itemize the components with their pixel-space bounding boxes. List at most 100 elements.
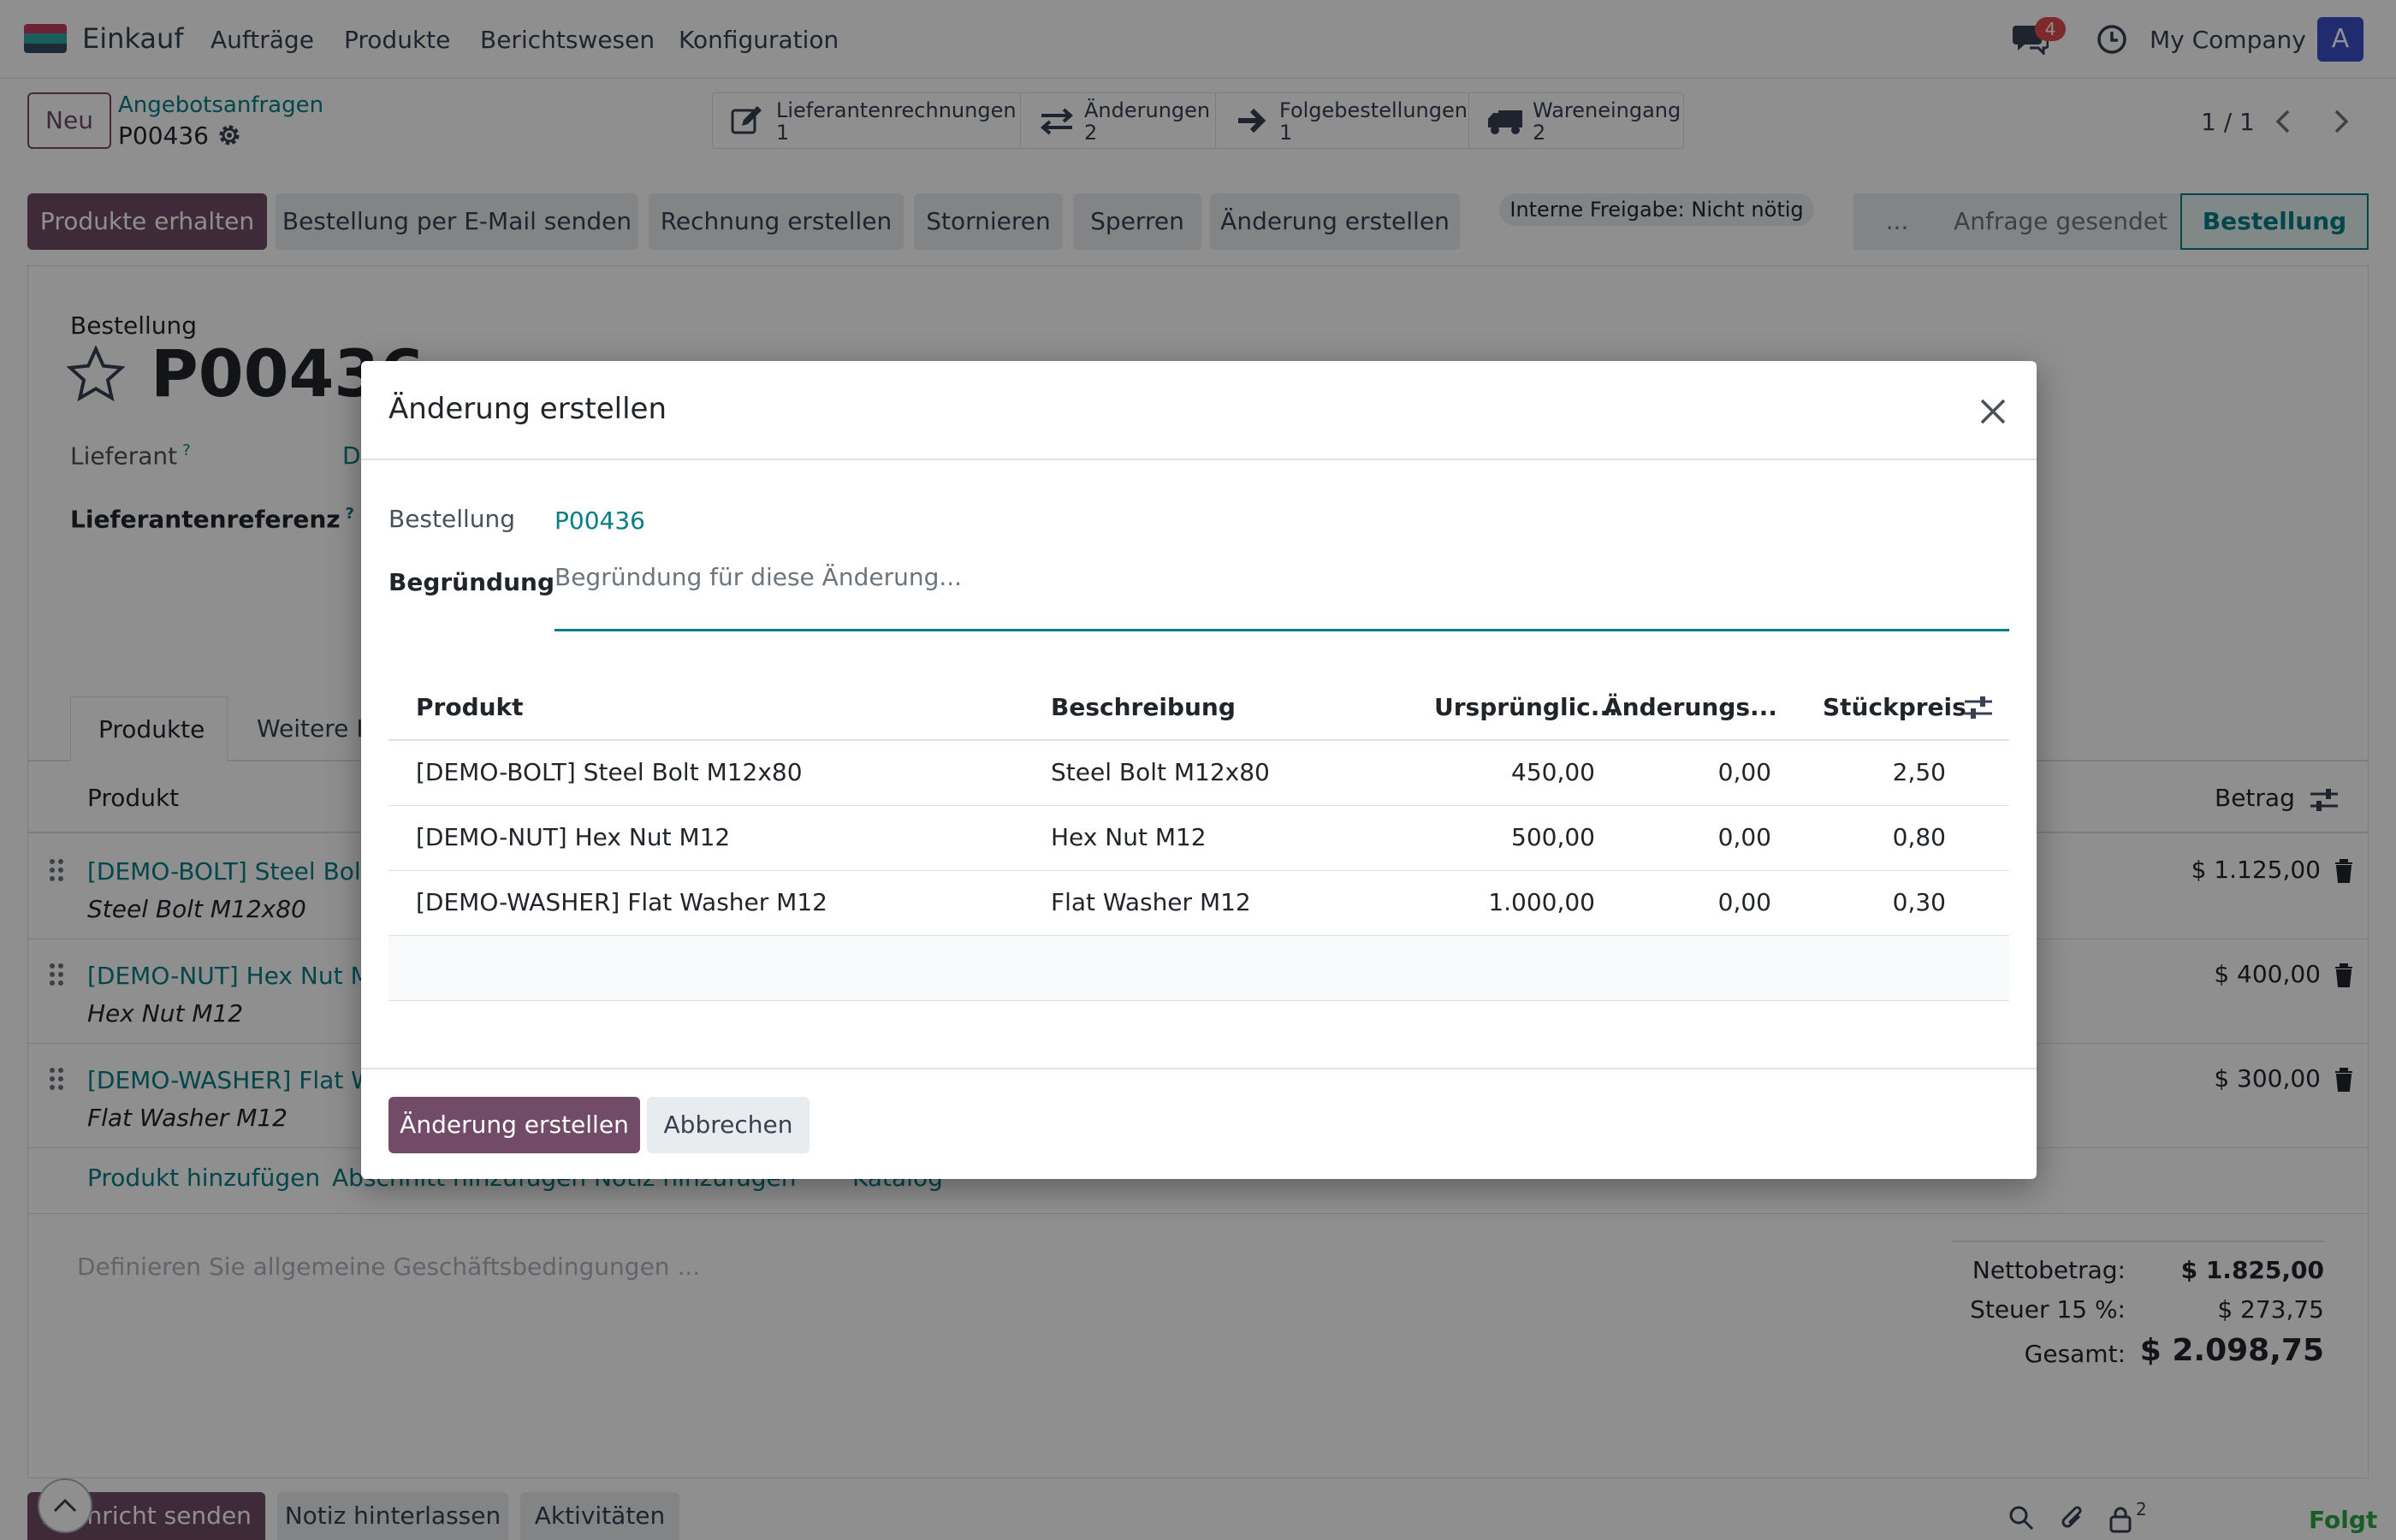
user-avatar[interactable]: A [2317, 17, 2363, 62]
line-product-name[interactable]: [DEMO-WASHER] Flat W [87, 1066, 375, 1094]
row-unit-price[interactable]: 0,80 [1892, 823, 1946, 851]
new-button[interactable]: Neu [27, 92, 111, 149]
reason-input[interactable] [555, 560, 2009, 631]
column-settings-icon[interactable] [2309, 787, 2340, 813]
line-description: Hex Nut M12 [87, 999, 244, 1028]
total-label: Gesamt: [2024, 1340, 2126, 1368]
receive-products-button[interactable]: Produkte erhalten [27, 193, 267, 250]
company-switcher[interactable]: My Company [2150, 26, 2306, 54]
drag-handle-icon[interactable] [48, 1066, 65, 1092]
smart-button-followup-orders[interactable]: Folgebestellungen 1 [1216, 93, 1469, 148]
section-divider [27, 1213, 2369, 1214]
smart-button-count: 2 [1533, 121, 1546, 145]
column-original-qty[interactable]: Ursprünglic... [1434, 693, 1618, 721]
row-change-qty[interactable]: 0,00 [1717, 823, 1771, 851]
activities-button[interactable]: Aktivitäten [520, 1492, 679, 1540]
dialog-footer [361, 1068, 2037, 1179]
table-header: Produkt Beschreibung Ursprünglic... Ände… [388, 672, 2009, 741]
menu-orders[interactable]: Aufträge [211, 26, 314, 54]
column-product[interactable]: Produkt [87, 784, 180, 812]
table-row[interactable]: [DEMO-WASHER] Flat Washer M12 Flat Washe… [388, 871, 2009, 936]
column-product[interactable]: Produkt [416, 693, 524, 721]
table-row[interactable]: [DEMO-BOLT] Steel Bolt M12x80 Steel Bolt… [388, 741, 2009, 806]
column-settings-icon[interactable] [1963, 695, 1994, 720]
row-description[interactable]: Hex Nut M12 [1051, 823, 1207, 851]
smart-button-label: Wareneingang [1533, 98, 1681, 122]
create-change-dialog: Änderung erstellen Bestellung P00436 Beg… [361, 361, 2037, 1179]
column-unit-price[interactable]: Stückpreis [1823, 693, 1966, 721]
create-change-button[interactable]: Änderung erstellen [1210, 193, 1460, 250]
create-bill-button[interactable]: Rechnung erstellen [649, 193, 904, 250]
pencil-square-icon [731, 106, 762, 134]
row-description[interactable]: Steel Bolt M12x80 [1051, 758, 1270, 786]
vendor-reference-label: Lieferantenreferenz? [70, 505, 354, 534]
tab-products[interactable]: Produkte [70, 696, 228, 761]
help-tooltip-icon[interactable]: ? [182, 441, 191, 459]
stage-purchase-order[interactable]: Bestellung [2180, 193, 2369, 250]
drag-handle-icon[interactable] [48, 962, 65, 987]
row-unit-price[interactable]: 0,30 [1892, 888, 1946, 916]
row-product[interactable]: [DEMO-WASHER] Flat Washer M12 [416, 888, 827, 916]
lock-button[interactable]: Sperren [1073, 193, 1201, 250]
pager-value[interactable]: 1 / 1 [2201, 108, 2255, 136]
app-name[interactable]: Einkauf [82, 22, 184, 55]
line-product-name[interactable]: [DEMO-NUT] Hex Nut M [87, 962, 371, 990]
close-icon[interactable] [1975, 394, 2011, 429]
tab-other-info[interactable]: Weitere In [257, 714, 379, 743]
drag-handle-icon[interactable] [48, 857, 65, 883]
table-row[interactable]: [DEMO-BOLT] Steel Bolt Steel Bolt M12x80… [27, 835, 2369, 939]
trash-icon[interactable] [2333, 857, 2355, 885]
row-change-qty[interactable]: 0,00 [1717, 888, 1771, 916]
follow-button[interactable]: Folgt [2309, 1506, 2378, 1534]
arrow-right-icon [1238, 108, 1266, 133]
lock-icon[interactable] [2108, 1506, 2132, 1533]
smart-button-vendor-bills[interactable]: Lieferantenrechnungen 1 [713, 93, 1021, 148]
row-product[interactable]: [DEMO-BOLT] Steel Bolt M12x80 [416, 758, 803, 786]
row-unit-price[interactable]: 2,50 [1892, 758, 1946, 786]
truck-icon [1488, 110, 1522, 134]
clock-icon[interactable] [2096, 24, 2127, 55]
trash-icon[interactable] [2333, 1066, 2355, 1093]
order-link[interactable]: P00436 [555, 506, 645, 535]
menu-products[interactable]: Produkte [344, 26, 451, 54]
cancel-button[interactable]: Abbrechen [647, 1097, 810, 1153]
smart-button-receipts[interactable]: Wareneingang 2 [1469, 93, 1683, 148]
smart-button-label: Folgebestellungen [1279, 98, 1468, 122]
menu-configuration[interactable]: Konfiguration [679, 26, 839, 54]
row-change-qty[interactable]: 0,00 [1717, 758, 1771, 786]
column-amount[interactable]: Betrag [2215, 784, 2295, 812]
scroll-to-top-button[interactable] [38, 1478, 92, 1533]
search-icon[interactable] [2008, 1504, 2035, 1531]
smart-button-count: 1 [776, 121, 790, 145]
gear-icon[interactable] [216, 122, 242, 148]
help-tooltip-icon[interactable]: ? [345, 505, 354, 523]
chevron-left-icon[interactable] [2257, 94, 2310, 149]
column-description[interactable]: Beschreibung [1051, 693, 1236, 721]
confirm-create-change-button[interactable]: Änderung erstellen [388, 1097, 640, 1153]
add-product-link[interactable]: Produkt hinzufügen [87, 1164, 321, 1192]
send-po-email-button[interactable]: Bestellung per E-Mail senden [276, 193, 638, 250]
breadcrumb-parent[interactable]: Angebotsanfragen [118, 92, 324, 118]
cancel-order-button[interactable]: Stornieren [914, 193, 1063, 250]
smart-button-changes[interactable]: Änderungen 2 [1021, 93, 1216, 148]
followers-count: 2 [2136, 1499, 2147, 1519]
row-description[interactable]: Flat Washer M12 [1051, 888, 1251, 916]
vendor-value[interactable]: D [342, 441, 361, 470]
table-row[interactable]: [DEMO-NUT] Hex Nut M12 Hex Nut M12 500,0… [388, 806, 2009, 871]
stage-more[interactable]: ... [1853, 193, 1941, 250]
stage-rfq-sent[interactable]: Anfrage gesendet [1941, 193, 2180, 250]
purchase-app-icon[interactable] [24, 24, 67, 53]
row-product[interactable]: [DEMO-NUT] Hex Nut M12 [416, 823, 731, 851]
line-product-name[interactable]: [DEMO-BOLT] Steel Bolt [87, 857, 371, 886]
smart-button-count: 2 [1084, 121, 1098, 145]
column-change-qty[interactable]: Änderungs... [1604, 693, 1777, 721]
trash-icon[interactable] [2333, 962, 2355, 989]
chevron-right-icon[interactable] [2314, 94, 2367, 149]
paperclip-icon[interactable] [2059, 1504, 2086, 1533]
menu-reporting[interactable]: Berichtswesen [480, 26, 655, 54]
tax-value: $ 273,75 [2217, 1295, 2324, 1324]
star-icon[interactable] [67, 346, 125, 402]
line-amount: $ 400,00 [2214, 960, 2321, 988]
log-note-button[interactable]: Notiz hinterlassen [277, 1492, 508, 1540]
terms-field[interactable]: Definieren Sie allgemeine Geschäftsbedin… [77, 1253, 701, 1281]
